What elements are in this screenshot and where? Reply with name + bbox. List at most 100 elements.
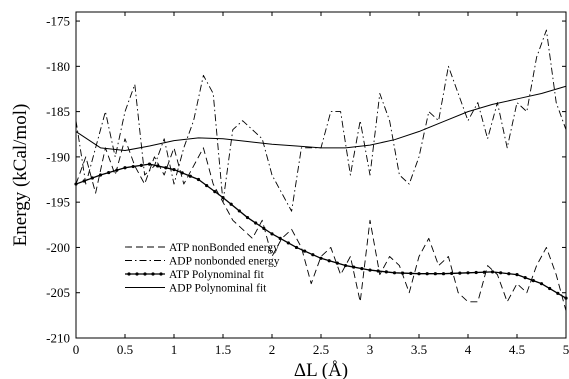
series-point [147,162,152,166]
y-tick-label: -210 [46,331,70,346]
x-tick-label: 3.5 [411,342,427,357]
y-axis-ticks: -210 -205 -200 -195 -190 -185 -180 -175 [46,14,566,346]
series-point [499,271,503,275]
series-point [474,270,478,275]
y-tick-label: -195 [46,195,70,210]
legend-label: ATP nonBonded energy [169,242,279,254]
series-point [466,271,470,275]
series-point [384,270,388,274]
series-point [409,271,413,276]
x-tick-label: 1.5 [215,342,231,357]
series-point [352,265,356,269]
series-point [262,226,266,231]
x-axis-ticks: 0 0.5 1 1.5 2 2.5 3 3.5 4 4.5 5 [73,12,569,357]
series-point [401,271,405,275]
series-line-2 [75,29,567,212]
series-point [98,173,103,177]
series-point [74,182,78,186]
x-tick-label: 0 [73,342,80,357]
series-point [278,236,282,240]
series-point [490,270,495,274]
series-point [327,259,331,263]
series-point [376,269,380,273]
series-point [213,190,217,194]
series-point [417,272,421,276]
series-point [229,202,233,206]
series-point [139,163,143,167]
y-tick-label: -175 [46,14,70,29]
series-point [123,166,127,170]
series-point [237,209,241,213]
series-point [482,270,486,274]
series-point [90,176,94,180]
series-point [523,276,527,280]
legend-marker [143,272,147,276]
x-tick-label: 5 [563,342,569,357]
x-tick-label: 3 [367,342,374,357]
x-tick-label: 2 [269,342,276,357]
series-point [172,167,176,172]
series-point [131,164,135,169]
legend-label: ADP Polynominal fit [169,283,267,295]
series-point [82,179,86,183]
series-point [205,183,209,188]
series-point [294,245,299,250]
series-point [254,221,258,225]
plot-frame [75,11,567,339]
series-point [515,273,519,277]
series-point [507,272,511,276]
series-point [221,196,225,200]
legend-label: ADP nonbonded energy [169,256,280,268]
x-tick-label: 0.5 [117,342,133,357]
series-point [335,261,339,265]
series-point [531,279,535,283]
y-tick-label: -180 [46,59,70,74]
series-point [115,168,119,172]
series-point [196,177,201,182]
x-tick-label: 2.5 [313,342,329,357]
series-point [458,271,462,275]
series-point [286,241,290,245]
series-point [164,166,168,170]
series-point [311,253,315,257]
series-line-1 [75,138,567,311]
series-point [548,286,552,291]
series-point [107,170,111,175]
x-tick-label: 4.5 [509,342,525,357]
series-layer [74,29,568,311]
series-point [392,271,397,275]
x-tick-label: 1 [171,342,178,357]
series-point [556,291,560,295]
series-point [441,272,446,276]
legend-label: ATP Polynominal fit [169,269,265,281]
y-tick-label: -205 [46,285,70,300]
x-tick-label: 4 [465,342,472,357]
series-point [425,272,429,276]
series-point [433,272,437,276]
y-axis-label: Energy (kCal/mol) [10,104,31,247]
series-point [450,271,454,276]
series-point [319,256,323,260]
series-point [360,266,364,271]
y-tick-label: -185 [46,104,70,119]
series-point [188,174,192,178]
legend: ATP nonBonded energy ADP nonbonded energy… [125,242,280,295]
series-point [156,164,160,168]
legend-marker [127,272,131,276]
series-point [539,282,544,286]
series-point [564,296,568,300]
legend-marker [159,272,163,276]
y-tick-label: -190 [46,149,70,164]
legend-marker [151,272,155,276]
series-point [368,268,372,272]
series-point [270,232,274,236]
series-point [303,249,307,253]
y-tick-label: -200 [46,240,70,255]
series-line-4 [75,85,567,152]
series-point [343,263,348,268]
legend-marker [135,272,139,276]
x-axis-label: ΔL (Å) [294,360,348,379]
series-line-3 [75,163,567,299]
series-point [180,171,184,175]
